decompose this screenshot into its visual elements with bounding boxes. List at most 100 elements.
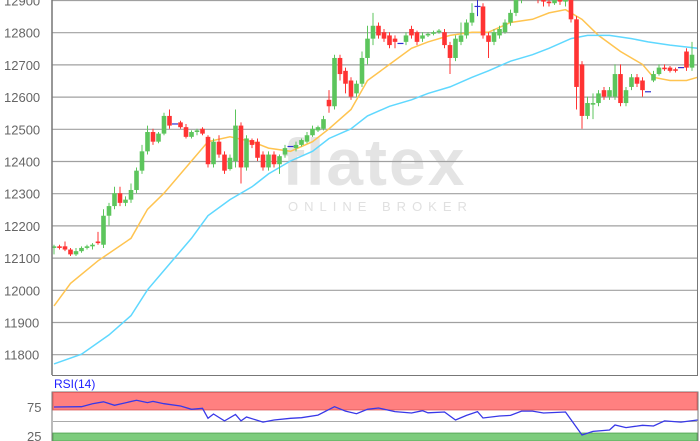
candle-body	[409, 28, 414, 36]
candle-body	[354, 83, 359, 94]
candle	[552, 0, 557, 5]
candle-body	[436, 30, 442, 33]
candle-body	[590, 103, 596, 105]
y-tick-label: 12400	[4, 155, 40, 170]
flatex-watermark: flatex ONLINE BROKER	[282, 125, 473, 214]
candle-body	[326, 99, 332, 107]
candle	[238, 122, 244, 184]
candle-body	[200, 128, 205, 134]
candle	[387, 32, 392, 49]
candle	[557, 0, 563, 5]
candle-body	[117, 193, 123, 203]
candle-body	[139, 151, 145, 171]
rsi-oversold-band	[52, 432, 698, 441]
candle	[607, 86, 612, 100]
candle-body	[57, 246, 62, 248]
candle-body	[651, 74, 656, 81]
candle	[139, 144, 145, 174]
candle-body	[304, 135, 310, 142]
candle	[150, 128, 156, 145]
candle	[128, 183, 134, 203]
candle-body	[442, 32, 447, 46]
candle	[134, 167, 139, 194]
watermark-tagline: ONLINE BROKER	[288, 199, 473, 214]
y-tick-label: 12500	[4, 122, 40, 137]
candle-body	[574, 19, 579, 87]
candle-body	[568, 0, 574, 20]
candle	[673, 67, 678, 73]
candle	[623, 86, 629, 107]
candle	[315, 125, 321, 133]
candle-body	[101, 215, 106, 245]
candle-body	[629, 77, 634, 87]
candle	[568, 0, 574, 23]
candle	[436, 28, 442, 34]
candle-body	[343, 70, 348, 84]
candle	[156, 132, 161, 144]
candle	[453, 35, 458, 62]
candle-body	[249, 140, 255, 145]
candle-body	[183, 127, 189, 137]
candle	[596, 90, 601, 107]
candle-body	[315, 127, 321, 131]
candle	[497, 25, 502, 39]
candle	[464, 19, 469, 39]
candle-body	[161, 115, 167, 134]
candle-body	[469, 12, 475, 23]
candle	[376, 22, 381, 39]
moving-average-fast-line	[53, 8, 698, 307]
candle-body	[656, 67, 662, 75]
candle	[332, 54, 337, 110]
candle	[365, 25, 370, 65]
candle-body	[453, 38, 458, 58]
candle-body	[332, 57, 337, 107]
candle-body	[546, 1, 552, 4]
candle-body	[128, 189, 134, 200]
candle-body	[238, 125, 244, 168]
candle	[321, 115, 326, 131]
candle-body	[222, 154, 227, 171]
candle-body	[491, 32, 497, 42]
candle	[337, 54, 343, 81]
candle-body	[189, 132, 194, 137]
candle	[392, 35, 398, 49]
candle	[90, 243, 95, 250]
candle	[574, 16, 579, 110]
candle-body	[673, 69, 678, 71]
candle	[106, 202, 112, 226]
candle-body	[348, 80, 354, 97]
candle-body	[271, 154, 277, 165]
candle	[474, 0, 481, 17]
candle	[354, 80, 359, 97]
candle-body	[640, 80, 645, 91]
candle	[68, 247, 73, 256]
moving-average-slow-line	[53, 34, 698, 365]
candle-body	[277, 156, 282, 165]
candle	[299, 138, 304, 147]
candle	[95, 231, 101, 245]
candle-body	[420, 35, 425, 39]
candle-body	[260, 154, 266, 168]
candle-body	[194, 130, 200, 133]
candle-body	[293, 144, 299, 149]
candle	[662, 64, 667, 71]
y-tick-label: 12900	[4, 0, 40, 9]
candle	[194, 128, 200, 136]
candle-body	[282, 148, 288, 155]
candle	[260, 151, 266, 171]
candle-body	[84, 246, 90, 248]
y-tick-label: 11900	[4, 316, 39, 331]
rsi-y-tick-label: 75	[27, 400, 41, 415]
candle-body	[255, 141, 260, 158]
candle-body	[216, 141, 222, 155]
candle-body	[112, 193, 117, 207]
candle	[255, 138, 260, 161]
candle-body	[684, 51, 689, 68]
rsi-y-tick-label: 25	[27, 429, 41, 441]
candle	[57, 244, 62, 250]
candle-body	[689, 54, 695, 68]
candle	[667, 66, 673, 73]
candle	[222, 151, 227, 174]
candle	[629, 74, 634, 91]
candle	[343, 67, 348, 94]
